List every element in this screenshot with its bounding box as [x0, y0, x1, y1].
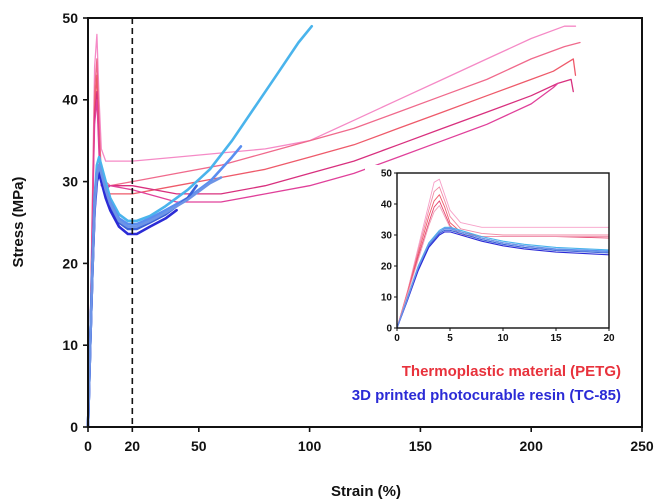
- main-y-tick-label: 30: [62, 174, 78, 190]
- main-x-tick-label: 250: [630, 438, 654, 454]
- legend: Thermoplastic material (PETG) 3D printed…: [352, 363, 621, 404]
- main-series-line-petg-3: [87, 78, 574, 428]
- main-x-tick-label: 100: [298, 438, 322, 454]
- inset-series-line-tc-85-8: [396, 231, 610, 329]
- y-axis-title: Stress (MPa): [10, 177, 27, 268]
- main-y-tick-label: 0: [70, 419, 78, 435]
- main-series-line-petg-2: [87, 58, 577, 428]
- inset-y-tick-label: 30: [381, 231, 393, 242]
- inset-x-tick-label: 10: [497, 333, 509, 344]
- main-x-tick-label: 20: [125, 438, 141, 454]
- inset-series-line-tc-85-9: [396, 227, 610, 329]
- main-x-tick-label: 150: [409, 438, 433, 454]
- inset-ticks-group: 0 5 10 15 20 0 10 20 30 40 50: [381, 169, 615, 345]
- inset-background: [365, 165, 619, 346]
- main-x-tick-label: 0: [84, 438, 92, 454]
- main-series-line-tc-85-7: [86, 168, 198, 429]
- main-y-tick-label: 50: [62, 10, 78, 26]
- legend-entry-petg: Thermoplastic material (PETG): [402, 363, 621, 380]
- main-plot-frame: [87, 17, 643, 428]
- inset-y-tick-label: 50: [381, 169, 393, 180]
- inset-series-line-petg-0: [396, 178, 610, 329]
- inset-x-tick-label: 20: [603, 333, 615, 344]
- inset-y-tick-label: 20: [381, 262, 393, 273]
- inset-series-line-petg-4: [396, 205, 610, 329]
- legend-entry-tc85: 3D printed photocurable resin (TC-85): [352, 387, 621, 404]
- inset-series-line-tc-85-5: [396, 226, 610, 329]
- inset-chart: 0 5 10 15 20 0 10 20 30 40 50: [365, 165, 619, 346]
- inset-y-tick-label: 10: [381, 293, 393, 304]
- inset-x-tick-label: 5: [447, 333, 453, 344]
- main-y-tick-label: 10: [62, 337, 78, 353]
- main-series-line-tc-85-5: [86, 24, 314, 429]
- inset-series-group: [396, 178, 610, 329]
- x-axis-title: Strain (%): [331, 483, 401, 500]
- main-x-tick-label: 50: [191, 438, 207, 454]
- main-series-group: [86, 24, 581, 429]
- main-series-line-petg-4: [87, 82, 559, 428]
- main-y-tick-label: 20: [62, 255, 78, 271]
- inset-x-tick-label: 15: [550, 333, 562, 344]
- main-series-line-tc-85-9: [86, 163, 223, 429]
- main-series-line-petg-1: [87, 41, 581, 428]
- main-series-line-petg-0: [87, 25, 577, 428]
- inset-y-tick-label: 0: [386, 324, 392, 335]
- inset-series-line-petg-1: [396, 186, 610, 329]
- main-x-tick-label: 200: [520, 438, 544, 454]
- inset-x-tick-label: 0: [394, 333, 400, 344]
- inset-y-tick-label: 40: [381, 200, 393, 211]
- main-y-tick-label: 40: [62, 92, 78, 108]
